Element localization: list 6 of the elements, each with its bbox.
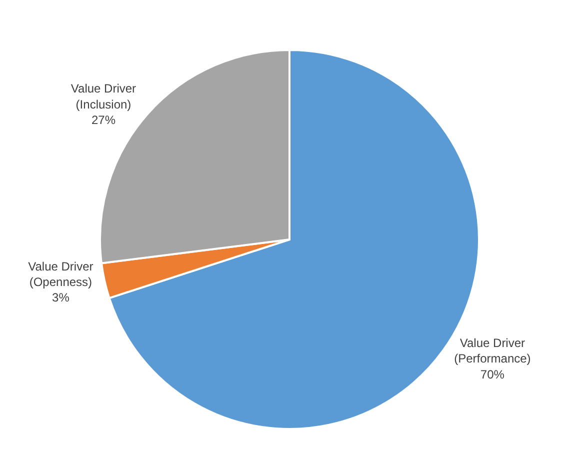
- slice-label: Value Driver (Openness): [28, 259, 94, 289]
- data-label: 70%: [480, 367, 505, 382]
- slice-label: Value Driver (Performance): [454, 336, 531, 366]
- slice-label: Value Driver (Inclusion): [70, 82, 136, 112]
- data-label: 3%: [52, 290, 70, 305]
- data-label: 27%: [91, 112, 116, 127]
